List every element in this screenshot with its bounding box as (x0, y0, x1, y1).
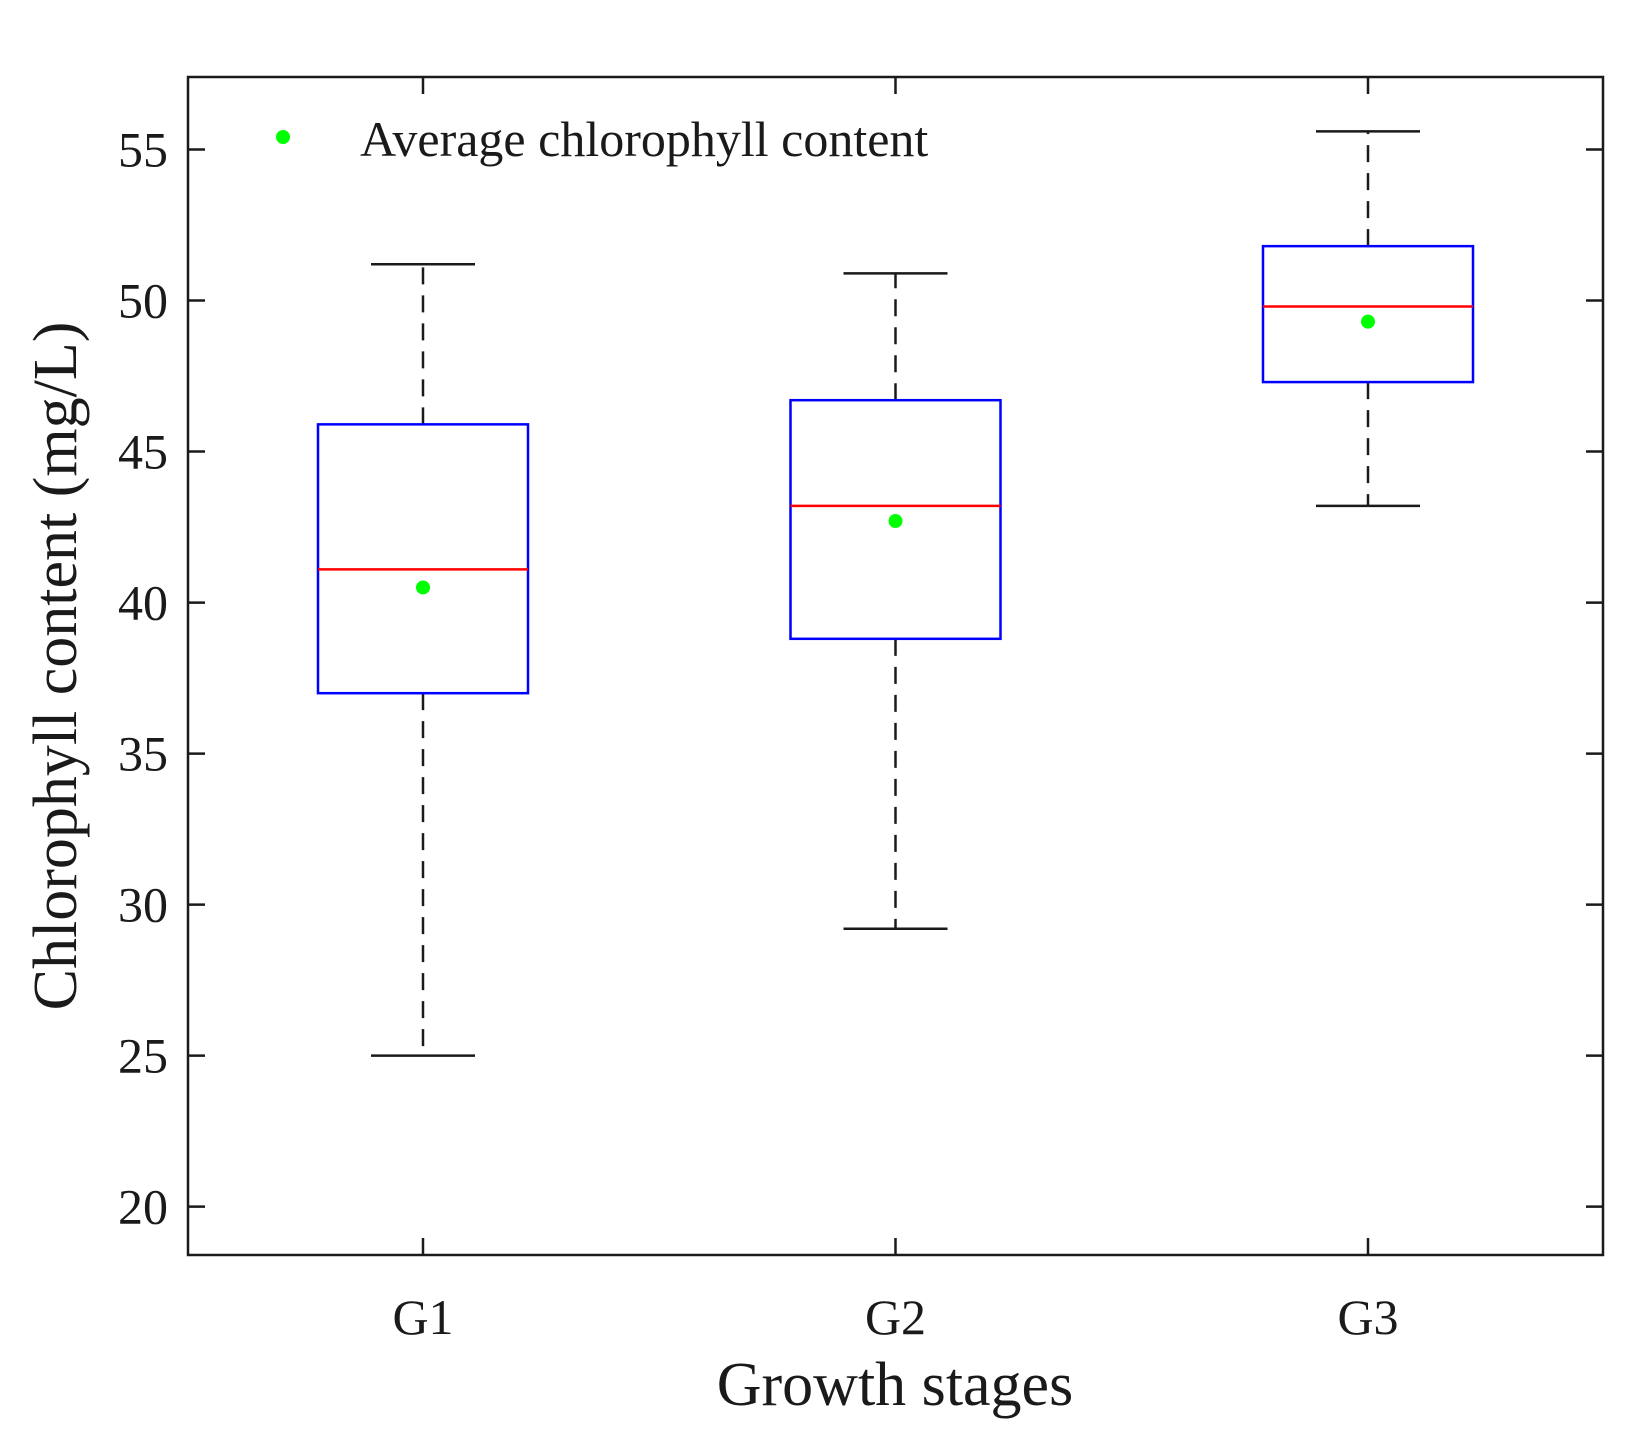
iqr-box (789, 398, 1002, 641)
iqr-box (316, 423, 530, 695)
x-axis-label: Growth stages (717, 1351, 1073, 1419)
y-tick-label: 55 (118, 121, 168, 177)
y-tick-label: 45 (118, 424, 168, 480)
x-tick-label: G2 (865, 1289, 926, 1345)
y-tick-label: 25 (118, 1028, 168, 1084)
mean-marker (1361, 314, 1375, 329)
legend-mean-marker (276, 130, 290, 144)
ticks-layer: 20 25 30 35 40 45 50 55 G1 G2 G3 (118, 77, 1603, 1345)
mean-marker (888, 514, 903, 529)
legend-label: Average chlorophyll content (360, 111, 928, 167)
box-group-g2 (789, 272, 1002, 931)
x-tick-label: G1 (392, 1289, 453, 1345)
y-tick-label: 40 (118, 575, 168, 631)
y-tick-label: 35 (118, 726, 168, 782)
box-group-g1 (316, 263, 530, 1057)
y-tick-label: 30 (118, 877, 168, 933)
y-tick-label: 20 (118, 1179, 168, 1235)
boxes-layer (316, 130, 1475, 1057)
x-tick-label: G3 (1337, 1289, 1398, 1345)
y-tick-label: 50 (118, 273, 168, 329)
box-group-g3 (1261, 130, 1475, 508)
y-axis-label: Chlorophyll content (mg/L) (22, 322, 90, 1011)
mean-marker (416, 580, 430, 595)
legend: Average chlorophyll content (276, 111, 928, 167)
iqr-box (1261, 244, 1475, 384)
plot-frame (186, 75, 1605, 1257)
